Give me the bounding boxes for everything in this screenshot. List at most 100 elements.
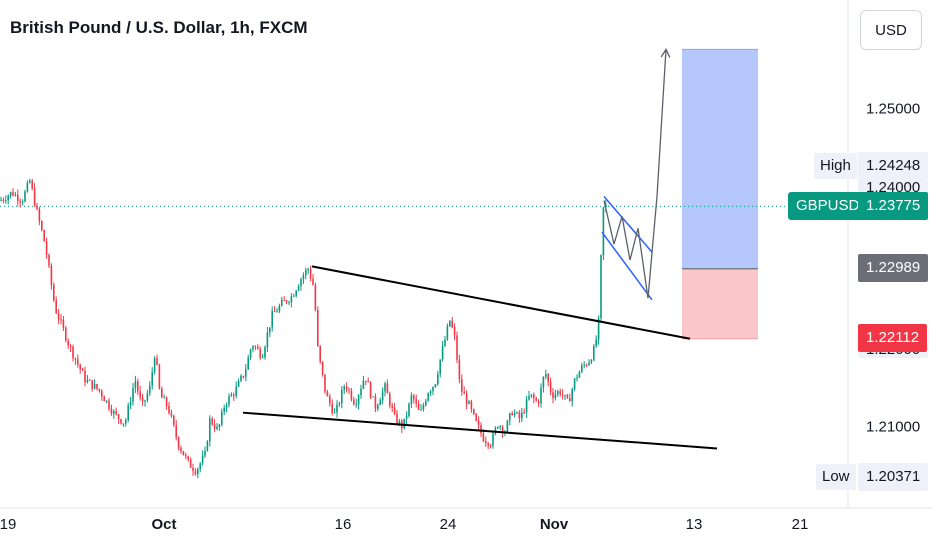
candle-body — [295, 290, 297, 296]
candle-body — [122, 423, 125, 425]
candle-body — [324, 374, 326, 392]
candle-body — [343, 386, 345, 390]
candle-body — [593, 346, 595, 361]
candle-body — [545, 374, 547, 377]
candle-body — [141, 397, 144, 402]
candle-body — [206, 441, 209, 451]
candle-body — [530, 394, 533, 397]
candle-body — [379, 400, 381, 405]
candle-body — [24, 191, 26, 202]
candle-body — [249, 349, 252, 358]
candle-body — [353, 399, 355, 405]
candle-body — [501, 426, 504, 433]
candle-body — [482, 433, 485, 442]
candle-body — [293, 295, 295, 297]
candle-body — [511, 413, 513, 416]
candle-body — [225, 404, 228, 408]
candle-body — [463, 391, 465, 394]
candle-body — [156, 358, 158, 365]
candle-body — [557, 391, 559, 395]
candle-body — [67, 340, 69, 346]
position-zones[interactable] — [0, 48, 848, 340]
drawing-layer[interactable] — [242, 48, 718, 450]
candle-body — [261, 357, 264, 359]
candle-body — [237, 380, 240, 387]
candle-body — [86, 379, 89, 383]
candle-body — [420, 409, 422, 411]
candle-body — [290, 296, 293, 303]
candle-body — [137, 381, 139, 392]
candle-body — [509, 413, 511, 421]
high-label: High — [814, 153, 857, 179]
candle-body — [264, 347, 266, 358]
y-tick-label: 1.25000 — [866, 100, 921, 118]
candle-body — [103, 396, 105, 402]
candle-body — [38, 208, 41, 221]
candle-body — [151, 371, 153, 386]
candle-body — [41, 220, 43, 231]
candle-body — [149, 385, 151, 394]
candle-body — [583, 364, 585, 366]
candle-body — [461, 379, 463, 392]
candle-body — [283, 300, 285, 302]
candle-body — [146, 393, 149, 401]
candle-body — [329, 396, 331, 404]
candle-body — [369, 382, 372, 398]
candle-body — [240, 375, 242, 381]
candle-body — [55, 300, 57, 314]
candle-body — [302, 275, 305, 280]
candle-body — [590, 360, 593, 363]
candle-body — [410, 395, 413, 404]
candle-body — [513, 412, 516, 416]
candle-body — [393, 407, 396, 414]
candle-body — [576, 377, 578, 379]
candle-body — [360, 388, 362, 396]
candle-body — [115, 411, 117, 415]
candle-body — [26, 182, 29, 192]
projection-arrowhead — [660, 48, 671, 58]
candle-body — [516, 412, 518, 414]
candle-body — [117, 414, 120, 420]
candle-body — [31, 180, 33, 189]
candle-body — [201, 455, 204, 464]
candle-body — [588, 362, 590, 366]
candle-body — [266, 332, 269, 348]
candle-body — [173, 415, 175, 425]
stop-level-tag: 1.22989 — [858, 254, 929, 282]
candle-body — [386, 383, 389, 394]
candle-body — [321, 361, 324, 375]
lower-trendline — [242, 411, 718, 450]
candle-body — [144, 400, 146, 402]
chart-title: British Pound / U.S. Dollar, 1h, FXCM — [10, 18, 308, 37]
candle-body — [120, 419, 122, 424]
candle-body — [204, 450, 206, 456]
candle-body — [357, 395, 360, 405]
candle-body — [77, 359, 79, 365]
candle-body — [549, 381, 552, 393]
candle-body — [319, 345, 321, 362]
candle-body — [182, 451, 185, 456]
candle-body — [417, 403, 420, 410]
candle-body — [470, 401, 473, 410]
candle-body — [228, 396, 230, 405]
x-tick-label: Oct — [151, 516, 177, 533]
candle-body — [194, 471, 197, 475]
candle-body — [65, 327, 67, 341]
x-tick-label: 13 — [685, 516, 703, 533]
candle-body — [297, 286, 300, 291]
candle-body — [391, 405, 393, 408]
candle-body — [405, 415, 408, 419]
currency-button[interactable]: USD — [860, 10, 922, 50]
candle-body — [19, 201, 21, 203]
candle-body — [62, 319, 65, 328]
candle-body — [444, 339, 446, 347]
candle-body — [197, 468, 199, 475]
candle-body — [566, 394, 569, 399]
candle-body — [569, 398, 571, 402]
candle-body — [497, 426, 499, 429]
candle-body — [223, 407, 225, 412]
candle-body — [429, 391, 432, 394]
candle-body — [14, 194, 17, 196]
candle-body — [233, 394, 235, 396]
